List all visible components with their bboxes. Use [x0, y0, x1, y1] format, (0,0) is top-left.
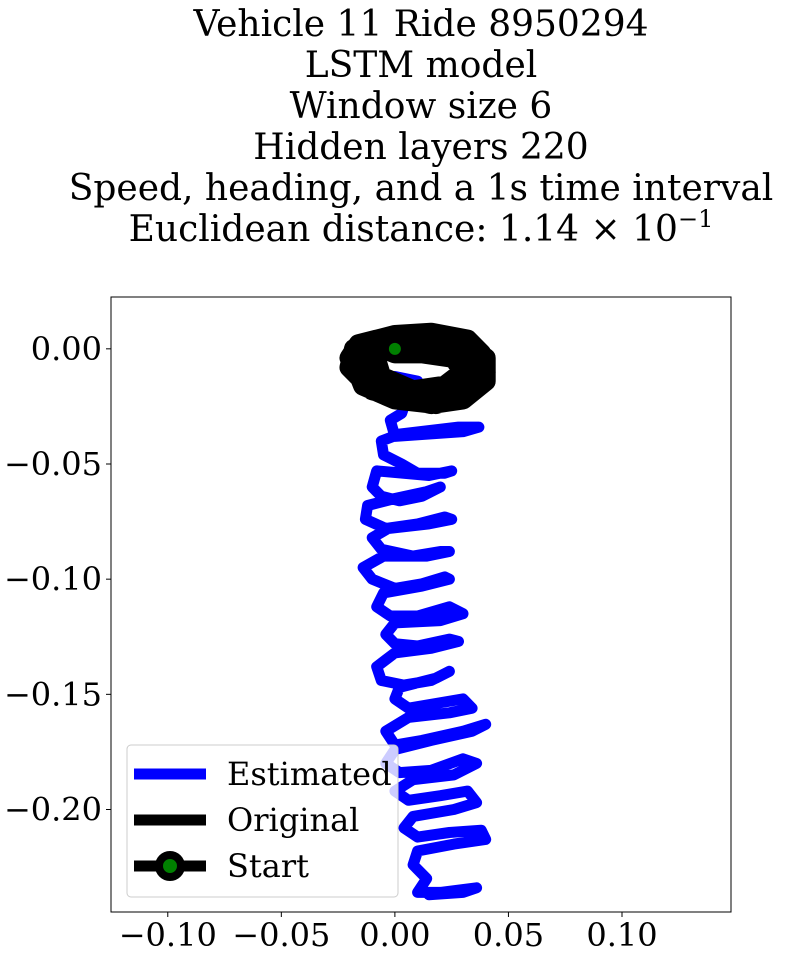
- start-marker: [388, 342, 401, 355]
- distance-label: Euclidean distance: 1.14 × 10: [128, 209, 678, 250]
- legend-label-start: Start: [227, 847, 309, 885]
- legend-swatch-start-marker: [155, 851, 185, 881]
- y-tick-label: −0.15: [4, 675, 102, 713]
- series-line-original: [339, 322, 496, 415]
- title-line-features: Speed, heading, and a 1s time interval: [68, 168, 774, 209]
- distance-exponent: −1: [677, 205, 714, 233]
- legend: Estimated Original Start: [126, 744, 399, 898]
- title-line-window: Window size 6: [289, 86, 553, 127]
- x-tick-label: 0.00: [359, 916, 430, 954]
- title-line-model: LSTM model: [304, 45, 538, 86]
- x-tick-label: −0.10: [119, 916, 217, 954]
- y-tick-label: −0.05: [4, 445, 102, 483]
- y-tick-label: −0.20: [4, 791, 102, 829]
- series-line-estimated: [357, 371, 492, 901]
- title-line-hidden: Hidden layers 220: [253, 127, 589, 168]
- title-line-vehicle: Vehicle 11 Ride 8950294: [193, 4, 649, 45]
- x-tick-label: −0.05: [232, 916, 330, 954]
- title-line-distance: Euclidean distance: 1.14 × 10−1: [0, 207, 794, 250]
- x-tick-label: 0.10: [586, 916, 657, 954]
- plot-frame: [110, 296, 732, 913]
- y-tick-label: −0.10: [4, 560, 102, 598]
- legend-box: [126, 744, 399, 898]
- chart-title: Vehicle 11 Ride 8950294 LSTM model Windo…: [0, 4, 794, 250]
- y-tick-label: 0.00: [31, 330, 102, 368]
- x-tick-label: 0.05: [473, 916, 544, 954]
- legend-label-estimated: Estimated: [227, 755, 392, 793]
- legend-label-original: Original: [227, 801, 359, 839]
